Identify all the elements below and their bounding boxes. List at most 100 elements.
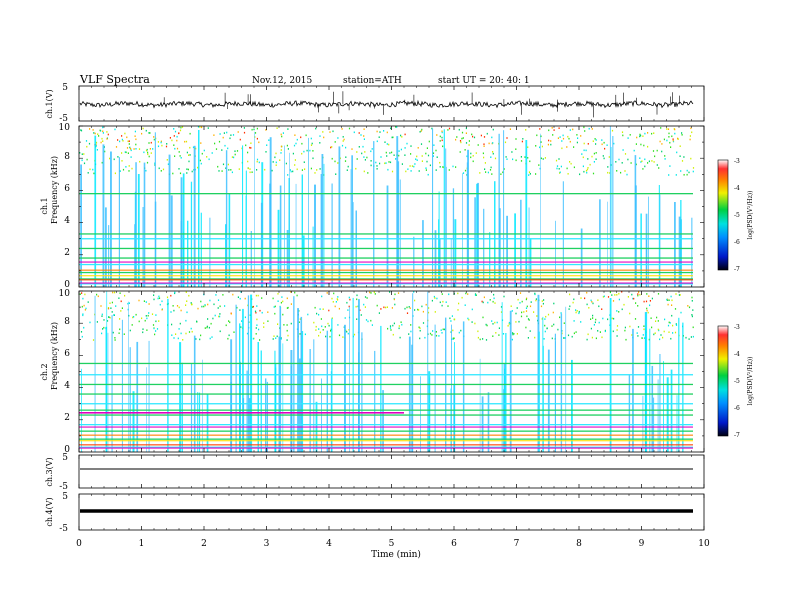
spectrogram-sferic	[228, 193, 231, 287]
spectrogram-speckle	[536, 134, 538, 137]
spectrogram-speckle	[492, 151, 494, 153]
spectrogram-speckle	[670, 146, 672, 148]
spectrogram-speckle	[178, 328, 180, 330]
spectrogram-speckle	[535, 299, 537, 302]
spectrogram-sferic	[134, 224, 135, 287]
spectrogram-speckle	[213, 134, 215, 136]
spectrogram-speckle	[586, 303, 588, 306]
spectrogram-narrowband-line	[79, 263, 693, 266]
spectrogram-speckle	[339, 157, 341, 160]
spectrogram-speckle	[111, 301, 113, 304]
spectrogram-speckle	[173, 135, 175, 137]
spectrogram-speckle	[672, 332, 674, 334]
spectrogram-speckle	[582, 165, 584, 168]
spectrogram-speckle	[483, 296, 485, 299]
spectrogram-speckle	[120, 300, 122, 303]
spectrogram-speckle	[319, 331, 321, 334]
spectrogram-speckle	[649, 304, 651, 307]
spectrogram-speckle	[250, 142, 252, 144]
spectrogram-speckle	[299, 318, 301, 320]
spectrogram-speckle	[598, 305, 600, 308]
spectrogram-speckle	[229, 321, 231, 324]
spectrogram-speckle	[401, 136, 403, 138]
spectrogram-speckle	[214, 314, 216, 317]
spectrogram-speckle	[400, 321, 402, 323]
spectrogram-sferic	[659, 354, 661, 452]
spectrogram-speckle	[81, 305, 83, 308]
spectrogram-speckle	[345, 146, 347, 149]
spectrogram-speckle	[117, 156, 119, 158]
spectrogram-speckle	[378, 136, 380, 138]
spectrogram-sferic	[190, 363, 193, 452]
spectrogram-speckle	[607, 166, 609, 168]
spectrogram-speckle	[132, 316, 134, 319]
spectrogram-speckle	[500, 311, 503, 313]
spectrogram-narrowband-line	[79, 278, 693, 280]
spectrogram-speckle	[305, 134, 307, 137]
spectrogram-speckle	[287, 148, 289, 150]
ch2-colorbar-gradient	[717, 325, 729, 437]
spectrogram-sferic	[547, 349, 550, 452]
spectrogram-speckle	[224, 305, 226, 307]
spectrogram-speckle	[293, 144, 296, 147]
spectrogram-sferic	[202, 359, 203, 452]
spectrogram-speckle	[347, 309, 349, 311]
spectrogram-speckle	[141, 132, 143, 135]
spectrogram-speckle	[593, 152, 595, 155]
spectrogram-speckle	[657, 293, 660, 295]
spectrogram-speckle	[103, 319, 105, 321]
spectrogram-speckle	[294, 164, 296, 166]
spectrogram-sferic	[374, 350, 376, 452]
spectrogram-sferic	[663, 361, 664, 452]
spectrogram-speckle	[646, 293, 648, 295]
spectrogram-speckle	[462, 172, 465, 174]
spectrogram-speckle	[277, 300, 279, 302]
spectrogram-speckle	[597, 299, 599, 301]
spectrogram-speckle	[152, 324, 155, 326]
spectrogram-sferic	[121, 319, 123, 452]
spectrogram-sferic	[246, 370, 248, 452]
spectrogram-speckle	[584, 297, 586, 300]
spectrogram-speckle	[584, 130, 586, 132]
spectrogram-speckle	[177, 337, 179, 340]
spectrogram-sferic	[240, 361, 241, 452]
spectrogram-sferic	[525, 140, 528, 287]
spectrogram-speckle	[208, 158, 210, 161]
spectrogram-sferic	[439, 238, 441, 287]
spectrogram-sferic	[651, 365, 654, 452]
spectrogram-speckle	[666, 298, 669, 301]
spectrogram-speckle	[287, 334, 289, 337]
spectrogram-speckle	[399, 336, 401, 339]
spectrogram-speckle	[97, 295, 99, 298]
spectrogram-speckle	[171, 334, 173, 336]
spectrogram-sferic	[599, 199, 601, 287]
spectrogram-speckle	[474, 322, 476, 325]
spectrogram-speckle	[133, 316, 135, 318]
spectrogram-speckle	[240, 291, 242, 293]
spectrogram-speckle	[450, 320, 452, 322]
spectrogram-speckle	[106, 320, 109, 322]
spectrogram-low-freq-line	[79, 434, 693, 436]
spectrogram-speckle	[395, 126, 397, 128]
spectrogram-speckle	[421, 160, 423, 162]
spectrogram-narrowband-line	[79, 283, 693, 285]
spectrogram-speckle	[637, 294, 639, 297]
spectrogram-speckle	[436, 297, 438, 300]
spectrogram-speckle	[200, 334, 202, 337]
spectrogram-speckle	[653, 132, 655, 134]
spectrogram-speckle	[144, 319, 146, 322]
spectrogram-speckle	[474, 294, 477, 296]
spectrogram-speckle	[559, 171, 561, 174]
spectrogram-speckle	[558, 168, 560, 170]
spectrogram-sferic	[399, 179, 401, 287]
ch1-waveform-trace	[79, 91, 694, 118]
spectrogram-speckle	[580, 321, 582, 323]
spectrogram-speckle	[428, 307, 430, 309]
spectrogram-speckle	[593, 161, 595, 163]
spectrogram-speckle	[385, 151, 387, 154]
spectrogram-speckle	[153, 136, 155, 138]
spectrogram-speckle	[376, 130, 378, 133]
spectrogram-speckle	[201, 126, 203, 129]
spectrogram-speckle	[631, 293, 633, 296]
spectrogram-sferic	[309, 349, 311, 452]
